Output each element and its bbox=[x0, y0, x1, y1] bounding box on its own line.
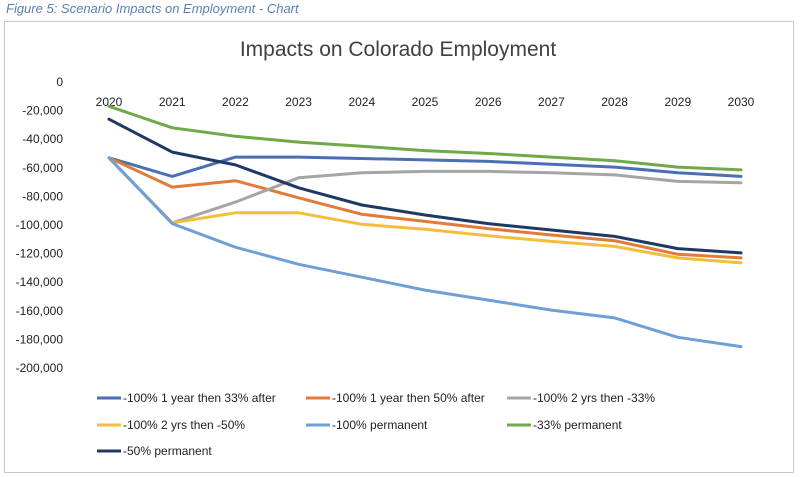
x-tick-label: 2028 bbox=[601, 95, 628, 109]
legend-item: -50% permanent bbox=[97, 444, 212, 458]
legend-item: -100% 2 yrs then -50% bbox=[97, 418, 245, 432]
legend-label: -100% 1 year then 50% after bbox=[332, 391, 485, 405]
series-lines bbox=[107, 104, 743, 349]
y-tick-label: -20,000 bbox=[22, 104, 63, 118]
x-tick-label: 2024 bbox=[348, 95, 375, 109]
y-tick-label: -140,000 bbox=[16, 275, 64, 289]
x-tick-label: 2030 bbox=[728, 95, 755, 109]
x-tick-label: 2021 bbox=[159, 95, 186, 109]
y-tick-label: -60,000 bbox=[22, 161, 63, 175]
legend-item: -100% 2 yrs then -33% bbox=[507, 391, 655, 405]
y-axis: 0 -20,000 -40,000 -60,000 -80,000 -100,000 -12… bbox=[16, 75, 64, 375]
chart-title: Impacts on Colorado Employment bbox=[240, 38, 556, 61]
series-line-1 bbox=[107, 155, 743, 178]
legend-label: -100% 2 yrs then -33% bbox=[533, 391, 655, 405]
x-tick-label: 2026 bbox=[475, 95, 502, 109]
figure-caption: Figure 5: Scenario Impacts on Employment… bbox=[6, 1, 299, 16]
y-tick-label: -100,000 bbox=[16, 218, 64, 232]
legend-item: -100% 1 year then 50% after bbox=[306, 391, 485, 405]
x-tick-label: 2029 bbox=[664, 95, 691, 109]
y-tick-label: -80,000 bbox=[22, 189, 63, 203]
x-tick-label: 2025 bbox=[412, 95, 439, 109]
x-tick-label: 2022 bbox=[222, 95, 249, 109]
y-tick-label: -40,000 bbox=[22, 132, 63, 146]
y-tick-label: -180,000 bbox=[16, 332, 64, 346]
x-tick-label: 2020 bbox=[96, 95, 123, 109]
series-line-6 bbox=[107, 104, 743, 172]
y-tick-label: 0 bbox=[56, 75, 63, 89]
legend-item: -100% 1 year then 33% after bbox=[97, 391, 276, 405]
series-line-7 bbox=[107, 117, 743, 255]
y-tick-label: -120,000 bbox=[16, 247, 64, 261]
x-tick-label: 2023 bbox=[285, 95, 312, 109]
legend-item: -33% permanent bbox=[507, 418, 622, 432]
series-line-5 bbox=[107, 156, 743, 349]
y-tick-label: -200,000 bbox=[16, 361, 64, 375]
legend-label: -33% permanent bbox=[533, 418, 622, 432]
series-line-3 bbox=[107, 156, 743, 225]
series-line-2 bbox=[107, 156, 743, 260]
legend-label: -50% permanent bbox=[123, 444, 212, 458]
legend-label: -100% 1 year then 33% after bbox=[123, 391, 276, 405]
x-axis: 2020 2021 2022 2023 2024 2025 2026 2027 2028 2029… bbox=[96, 95, 755, 109]
legend: -100% 1 year then 33% after -100% 1 year … bbox=[97, 391, 655, 458]
legend-label: -100% permanent bbox=[332, 418, 428, 432]
legend-item: -100% permanent bbox=[306, 418, 428, 432]
x-tick-label: 2027 bbox=[538, 95, 565, 109]
legend-label: -100% 2 yrs then -50% bbox=[123, 418, 245, 432]
series-line-4 bbox=[107, 156, 743, 265]
y-tick-label: -160,000 bbox=[16, 304, 64, 318]
